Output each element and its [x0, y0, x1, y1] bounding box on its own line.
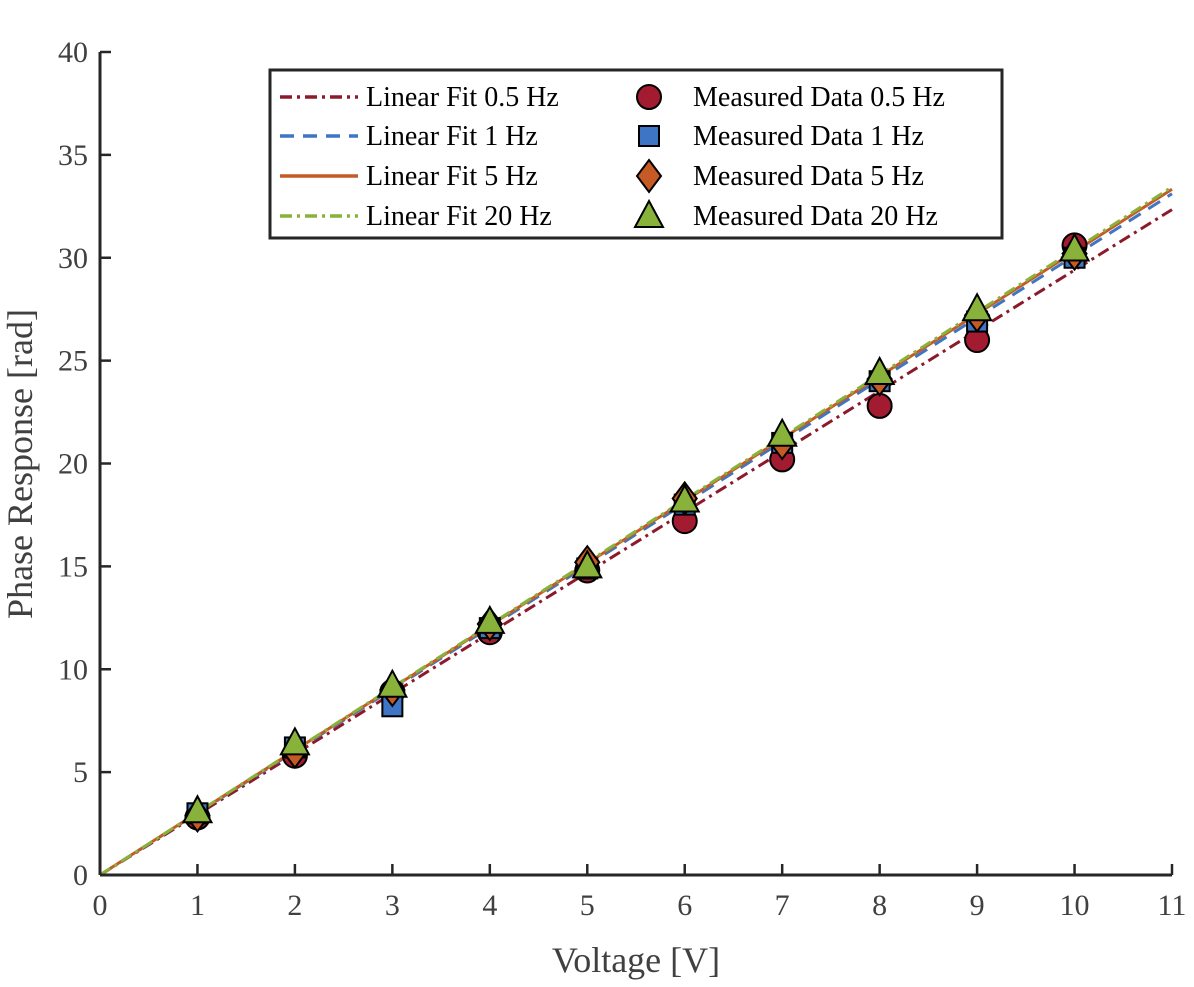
- point-s4-1: [181, 794, 214, 824]
- point-s4-6: [669, 483, 701, 513]
- x-tick-label: 2: [287, 889, 302, 922]
- legend-fit-label-2: Linear Fit 1 Hz: [366, 121, 538, 152]
- data-markers: [181, 232, 1091, 833]
- y-tick-label: 30: [58, 242, 88, 275]
- y-tick-label: 10: [58, 653, 88, 686]
- x-axis-title: Voltage [V]: [552, 940, 720, 980]
- point-s4-5: [571, 549, 603, 579]
- point-s4-3: [376, 668, 409, 698]
- point-s4-7: [766, 417, 798, 447]
- legend-marker-4: [633, 198, 665, 228]
- y-tick-label: 0: [73, 859, 88, 892]
- point-s4-9: [961, 292, 993, 322]
- fit-lines: [99, 185, 1173, 877]
- x-tick-label: 0: [93, 889, 108, 922]
- legend-series-label-2: Measured Data 1 Hz: [693, 121, 924, 152]
- x-tick-label: 10: [1060, 889, 1090, 922]
- point-s1-8: [866, 392, 893, 419]
- legend-marker-1: [636, 84, 662, 110]
- x-tick-label: 7: [775, 889, 790, 922]
- y-axis-title: Phase Response [rad]: [0, 309, 40, 619]
- point-s4-8: [863, 355, 896, 385]
- legend-series-label-1: Measured Data 0.5 Hz: [693, 82, 945, 113]
- x-tick-label: 3: [385, 889, 400, 922]
- x-tick-label: 6: [677, 889, 692, 922]
- y-tick-label: 5: [73, 756, 88, 789]
- y-tick-label: 20: [58, 448, 88, 481]
- legend-fit-label-4: Linear Fit 20 Hz: [366, 201, 552, 232]
- y-tick-label: 35: [58, 139, 88, 172]
- x-tick-label: 9: [970, 889, 985, 922]
- legend-series-label-3: Measured Data 5 Hz: [693, 161, 924, 192]
- legend-fit-label-1: Linear Fit 0.5 Hz: [366, 82, 559, 113]
- point-s4-2: [279, 726, 311, 756]
- point-s4-4: [474, 604, 506, 634]
- legend: Linear Fit 0.5 Hz Linear Fit 1 Hz Linear F…: [268, 68, 1004, 240]
- y-tick-label: 25: [58, 345, 88, 378]
- axes: 0 1 2 3 4 5 6 7 8 9 10 11 0 5 10 15 20 25 30 35 40: [58, 36, 1186, 922]
- legend-marker-3: [635, 158, 663, 194]
- x-tick-label: 1: [190, 889, 205, 922]
- y-tick-label: 40: [58, 36, 88, 69]
- legend-marker-2: [638, 125, 660, 147]
- legend-series-label-4: Measured Data 20 Hz: [693, 201, 938, 232]
- y-tick-label: 15: [58, 550, 88, 583]
- legend-box: [268, 68, 1004, 240]
- fit-line-4: [99, 185, 1173, 877]
- fit-line-1: [99, 208, 1173, 877]
- x-tick-label: 11: [1158, 889, 1187, 922]
- legend-fit-label-3: Linear Fit 5 Hz: [366, 161, 538, 192]
- x-tick-label: 8: [872, 889, 887, 922]
- point-s4-10: [1058, 232, 1091, 262]
- x-tick-label: 5: [580, 889, 595, 922]
- x-tick-label: 4: [482, 889, 497, 922]
